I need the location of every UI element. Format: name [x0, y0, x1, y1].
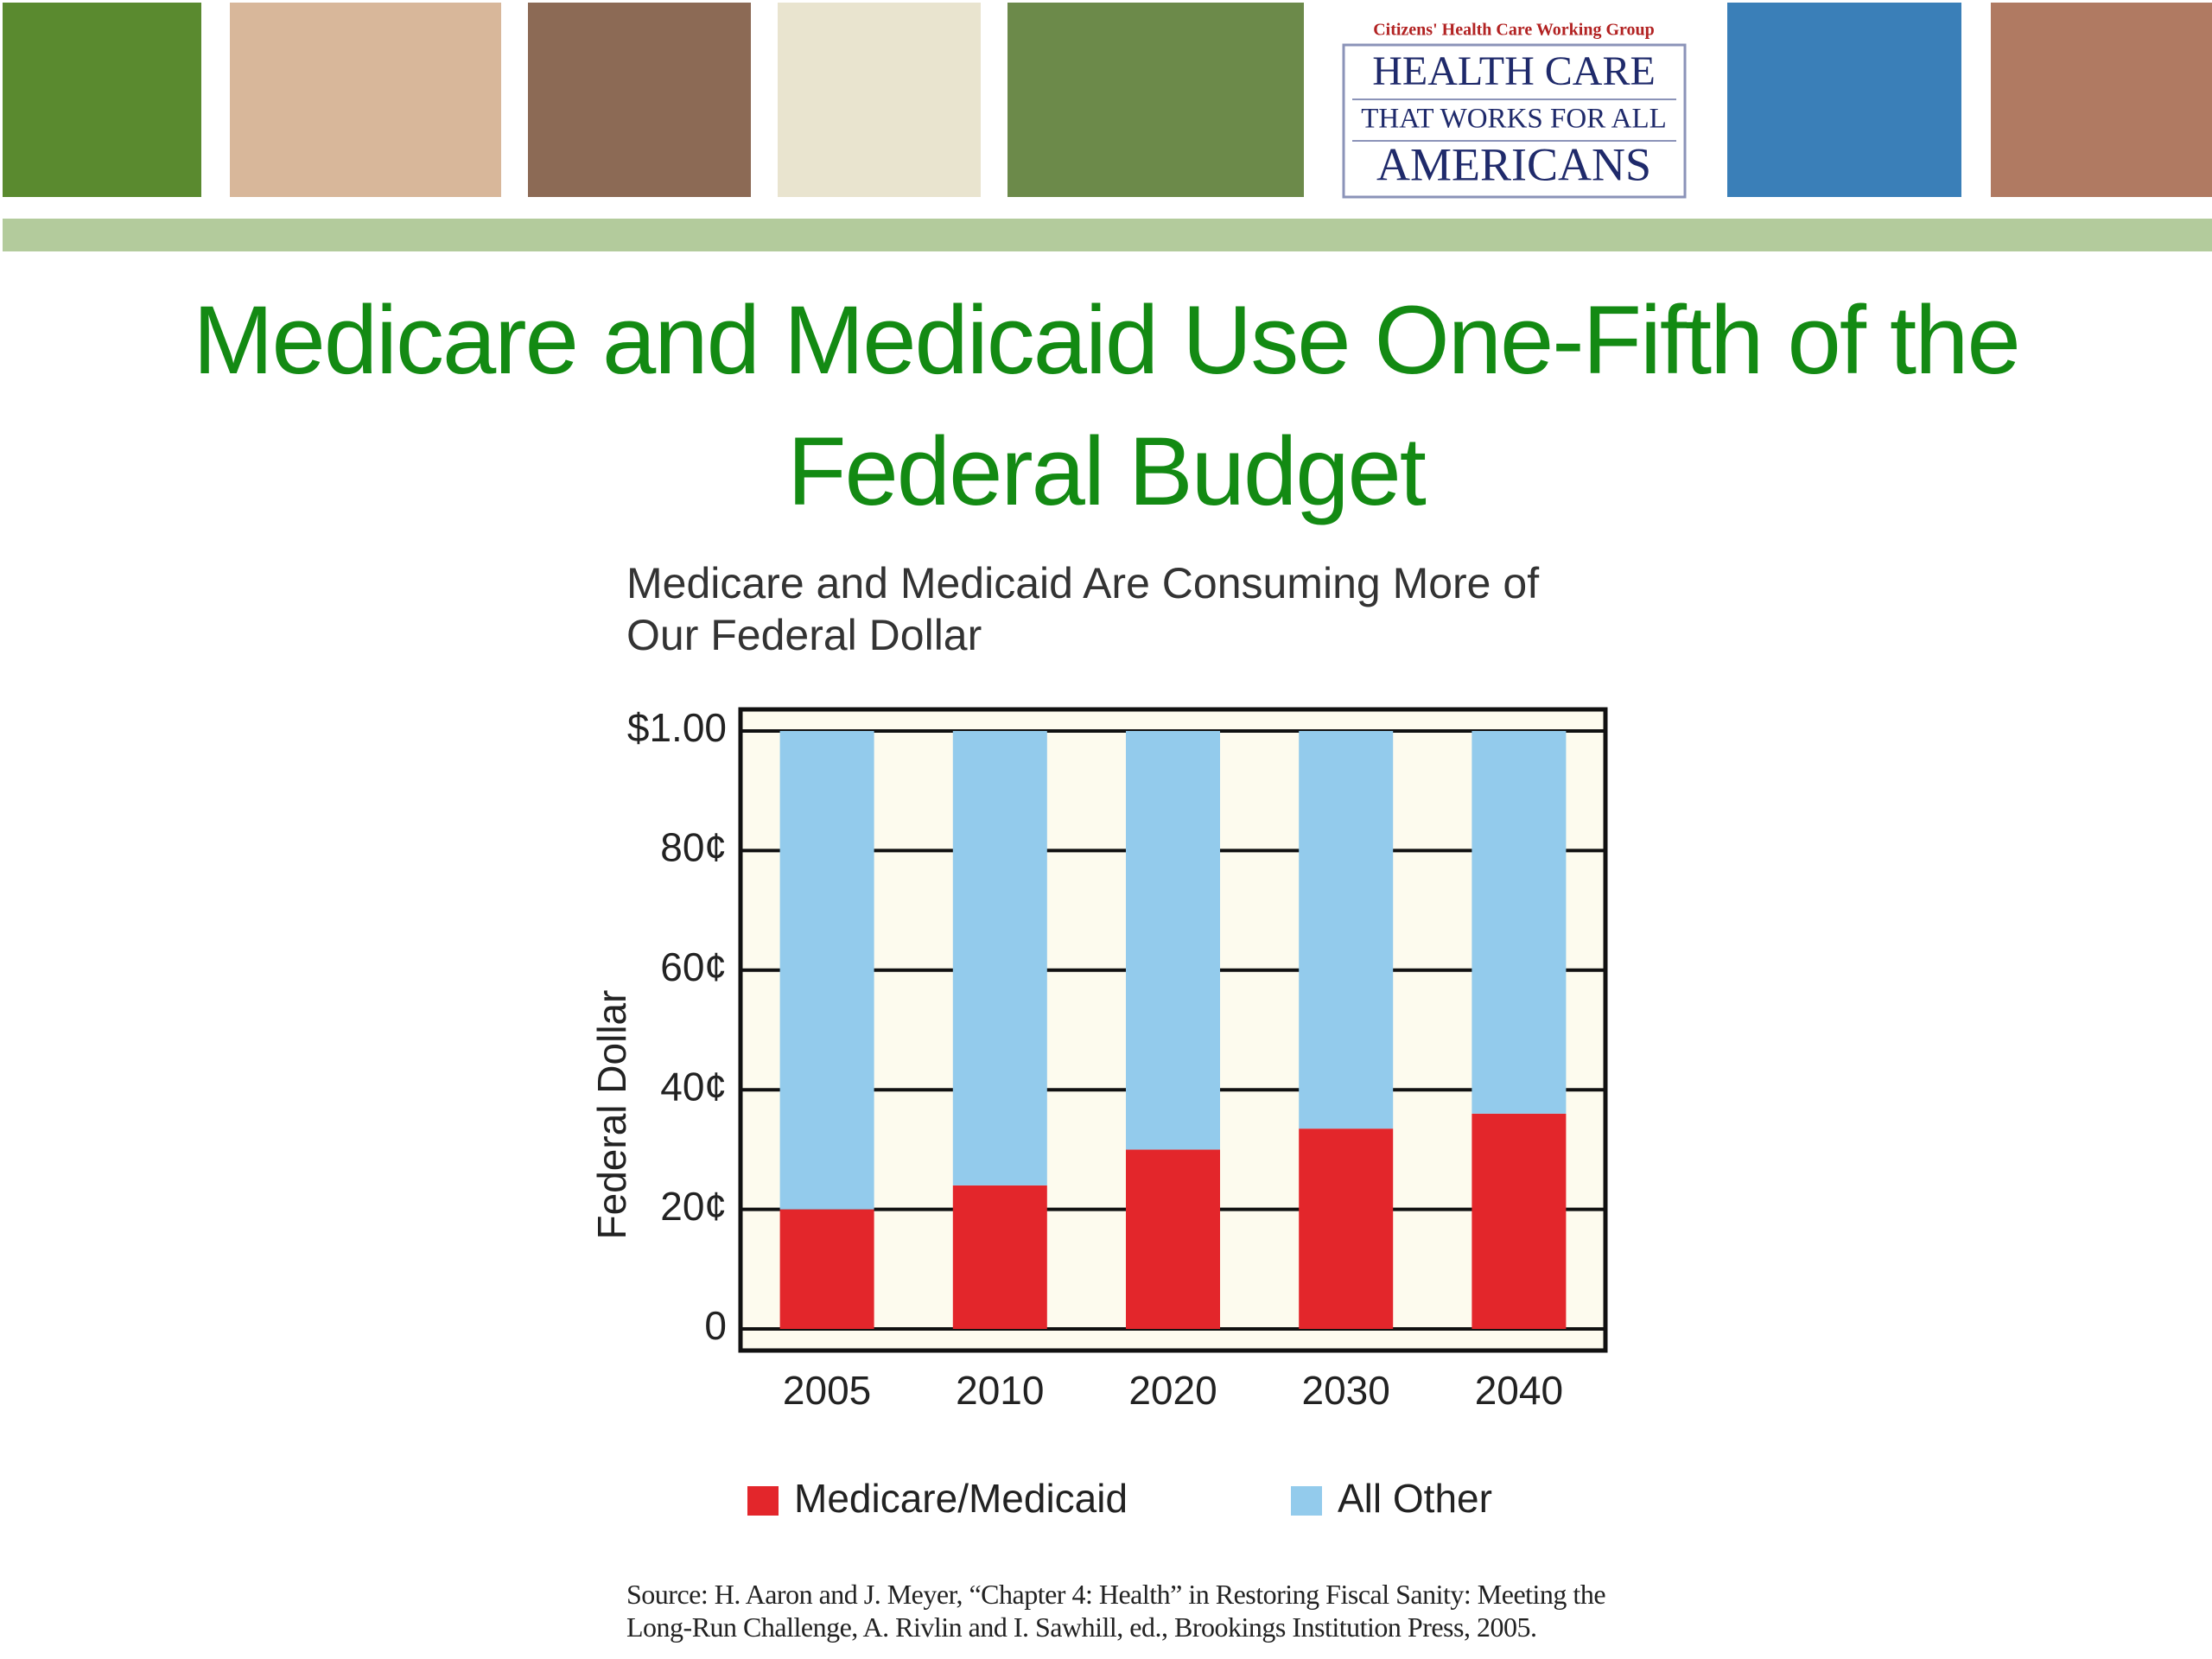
blue-block: [1727, 3, 1961, 197]
bar-segment: [1299, 1128, 1394, 1329]
bar-segment: [779, 731, 874, 1210]
plot-frame: [738, 707, 1608, 1353]
x-tick-label: 2020: [1128, 1368, 1217, 1413]
y-axis-label: Federal Dollar: [589, 990, 634, 1240]
photo: [528, 3, 751, 197]
bar-segment: [1299, 731, 1394, 1129]
y-tick-label: $1.00: [627, 705, 727, 750]
y-tick-label: 80¢: [660, 825, 727, 870]
logo-tagline: Citizens' Health Care Working Group: [1373, 21, 1655, 40]
logo-box: [1342, 43, 1687, 199]
bar-segment: [952, 1185, 1047, 1329]
slide-title: Medicare and Medicaid Use One-Fifth of t…: [193, 286, 2021, 525]
logo-text: AMERICANS: [1376, 138, 1651, 190]
photo: [1007, 3, 1304, 197]
photo: [230, 3, 501, 197]
bar-segment: [1471, 731, 1567, 1114]
green-block: [3, 3, 201, 197]
legend-swatch: [1291, 1486, 1322, 1516]
legend-label: Medicare/Medicaid: [794, 1476, 1128, 1521]
bar-segment: [1126, 731, 1220, 1150]
header-banner: Citizens' Health Care Working Group HEAL…: [3, 3, 2212, 251]
beige-block: [778, 3, 981, 197]
bar-segment: [779, 1209, 874, 1329]
legend-label: All Other: [1338, 1476, 1492, 1521]
bar-segment: [1471, 1113, 1567, 1329]
chart-title: Medicare and Medicaid Are Consuming More…: [626, 559, 1540, 659]
photo: [1991, 3, 2212, 197]
logo-text: THAT WORKS FOR ALL: [1361, 104, 1667, 135]
logo-text: HEALTH CARE: [1372, 48, 1656, 94]
x-tick-label: 2010: [956, 1368, 1044, 1413]
bar-segment: [952, 731, 1047, 1185]
x-tick-label: 2030: [1302, 1368, 1390, 1413]
x-tick-label: 2005: [783, 1368, 871, 1413]
y-tick-label: 40¢: [660, 1064, 727, 1109]
y-tick-label: 0: [704, 1303, 727, 1348]
green-bar: [3, 219, 2212, 251]
bar-segment: [1126, 1149, 1220, 1329]
legend-swatch: [747, 1486, 779, 1516]
chart: 0 20¢ 40¢ 60¢ 80¢ $1.00 2005 2010 2020 2030 2040 Fe…: [589, 705, 1608, 1521]
x-tick-label: 2040: [1475, 1368, 1563, 1413]
source: Source: H. Aaron and J. Meyer, “Chapter …: [626, 1579, 1606, 1643]
y-tick-label: 60¢: [660, 944, 727, 989]
y-tick-label: 20¢: [660, 1184, 727, 1229]
